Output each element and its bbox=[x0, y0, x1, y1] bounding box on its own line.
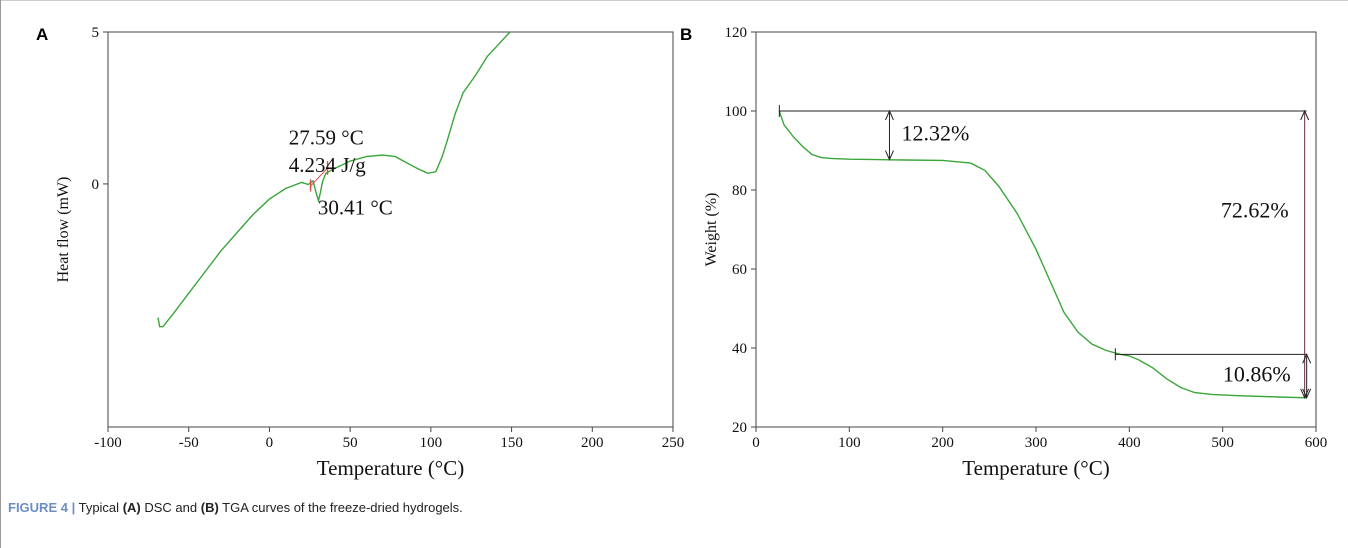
dsc-plot-frame bbox=[107, 31, 674, 428]
dsc-curve bbox=[157, 31, 511, 328]
tga-y-tick-label-3: 80 bbox=[732, 183, 747, 199]
tga-y-tick-label-1: 40 bbox=[732, 341, 747, 357]
dsc-annotation-1: 4.234 J/g bbox=[289, 153, 367, 177]
caption-panel-a: (A) bbox=[122, 500, 141, 515]
tga-arrow-label-0: 12.32% bbox=[901, 121, 969, 146]
tga-arrow-head-top-2 bbox=[1302, 353, 1312, 364]
tga-arrow-label-2: 10.86% bbox=[1223, 362, 1291, 387]
tga-x-tick-label-5: 500 bbox=[1211, 435, 1234, 451]
dsc-x-tick-label-5: 150 bbox=[500, 435, 523, 451]
caption-text-3: TGA curves of the freeze-dried hydrogels… bbox=[222, 500, 463, 515]
tga-curve bbox=[778, 110, 1307, 399]
tga-x-tick-label-0: 0 bbox=[752, 435, 760, 451]
dsc-x-axis-label: Temperature (°C) bbox=[317, 456, 464, 480]
tga-arrow-head-top-1 bbox=[1300, 109, 1310, 121]
tga-x-tick-label-1: 100 bbox=[838, 435, 861, 451]
dsc-y-tick-label-0: 0 bbox=[92, 177, 100, 193]
caption-text-1: Typical bbox=[78, 500, 120, 515]
caption-label: FIGURE 4 | bbox=[8, 500, 76, 515]
tga-chart: 0 100 200 300 400 500 600 20 40 60 80 100 120 Tempera… bbox=[703, 25, 1327, 480]
tga-arrow-head-bottom-0 bbox=[885, 150, 894, 161]
dsc-annotation-0: 27.59 °C bbox=[289, 125, 364, 149]
dsc-annotation-2: 30.41 °C bbox=[318, 195, 393, 219]
tga-y-tick-label-4: 100 bbox=[725, 104, 748, 120]
dsc-x-tick-label-1: -50 bbox=[179, 435, 199, 451]
caption-text-2: DSC and bbox=[144, 500, 198, 515]
dsc-x-tick-label-0: -100 bbox=[94, 435, 122, 451]
dsc-baseline-tangent bbox=[309, 166, 329, 188]
tga-x-tick-label-2: 200 bbox=[931, 435, 954, 451]
dsc-x-tick-label-4: 100 bbox=[420, 435, 443, 451]
tga-y-tick-label-0: 20 bbox=[732, 420, 747, 436]
tga-arrow-label-1: 72.62% bbox=[1221, 198, 1289, 223]
panel-b-label: B bbox=[680, 25, 692, 44]
tga-arrow-head-bottom-1 bbox=[1300, 388, 1310, 400]
tga-y-tick-label-5: 120 bbox=[725, 25, 748, 41]
dsc-x-tick-label-6: 200 bbox=[581, 435, 604, 451]
tga-x-tick-label-3: 300 bbox=[1025, 435, 1048, 451]
tga-x-axis-label: Temperature (°C) bbox=[962, 456, 1109, 480]
dsc-x-tick-label-3: 50 bbox=[343, 435, 358, 451]
dsc-chart: -100 -50 0 50 100 150 200 250 0 5 Temperature (°C)… bbox=[55, 25, 684, 480]
tga-y-axis-label: Weight (%) bbox=[703, 193, 720, 267]
caption-panel-b: (B) bbox=[200, 500, 219, 515]
tga-arrow-head-bottom-2 bbox=[1302, 388, 1312, 400]
dsc-x-tick-label-2: 0 bbox=[266, 435, 274, 451]
dsc-x-tick-label-7: 250 bbox=[662, 435, 685, 451]
tga-arrow-head-top-0 bbox=[885, 109, 894, 121]
dsc-y-axis-label: Heat flow (mW) bbox=[55, 177, 72, 283]
tga-y-tick-label-2: 60 bbox=[732, 262, 747, 278]
figure-caption: FIGURE 4 | Typical (A) DSC and (B) TGA c… bbox=[8, 500, 463, 515]
dsc-y-tick-label-1: 5 bbox=[92, 25, 100, 41]
panel-a-label: A bbox=[36, 25, 48, 44]
tga-x-tick-label-6: 600 bbox=[1305, 435, 1328, 451]
tga-x-tick-label-4: 400 bbox=[1118, 435, 1141, 451]
